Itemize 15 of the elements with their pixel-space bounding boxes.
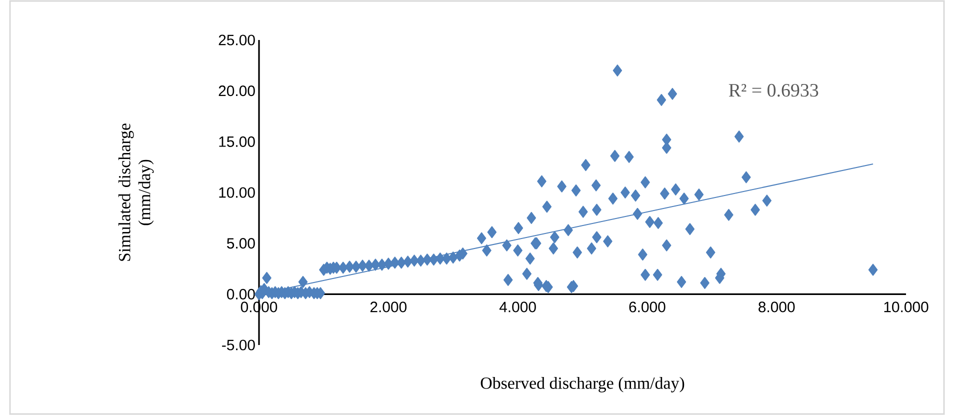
x-axis-title: Observed discharge (mm/day) — [480, 376, 684, 392]
y-tick-label: 20.00 — [218, 86, 255, 96]
x-tick-label: 6.000 — [629, 302, 666, 312]
x-tick-label: 8.000 — [758, 302, 795, 312]
y-tick-label: 10.00 — [219, 187, 255, 198]
x-tick-label: 10.000 — [884, 302, 928, 312]
y-tick-label: 0.00 — [226, 288, 255, 300]
annotation: R² = 0.6933 — [728, 84, 818, 97]
y-axis-title: Simulated discharge (mm/day) — [118, 124, 154, 261]
y-tick-label: -5.00 — [222, 340, 255, 350]
y-tick-label: 15.00 — [219, 136, 255, 147]
x-tick-label: 2.000 — [370, 302, 407, 312]
y-tick-label: 5.00 — [226, 238, 255, 249]
y-tick-label: 25.00 — [218, 34, 255, 46]
x-tick-label: 4.000 — [499, 302, 536, 312]
